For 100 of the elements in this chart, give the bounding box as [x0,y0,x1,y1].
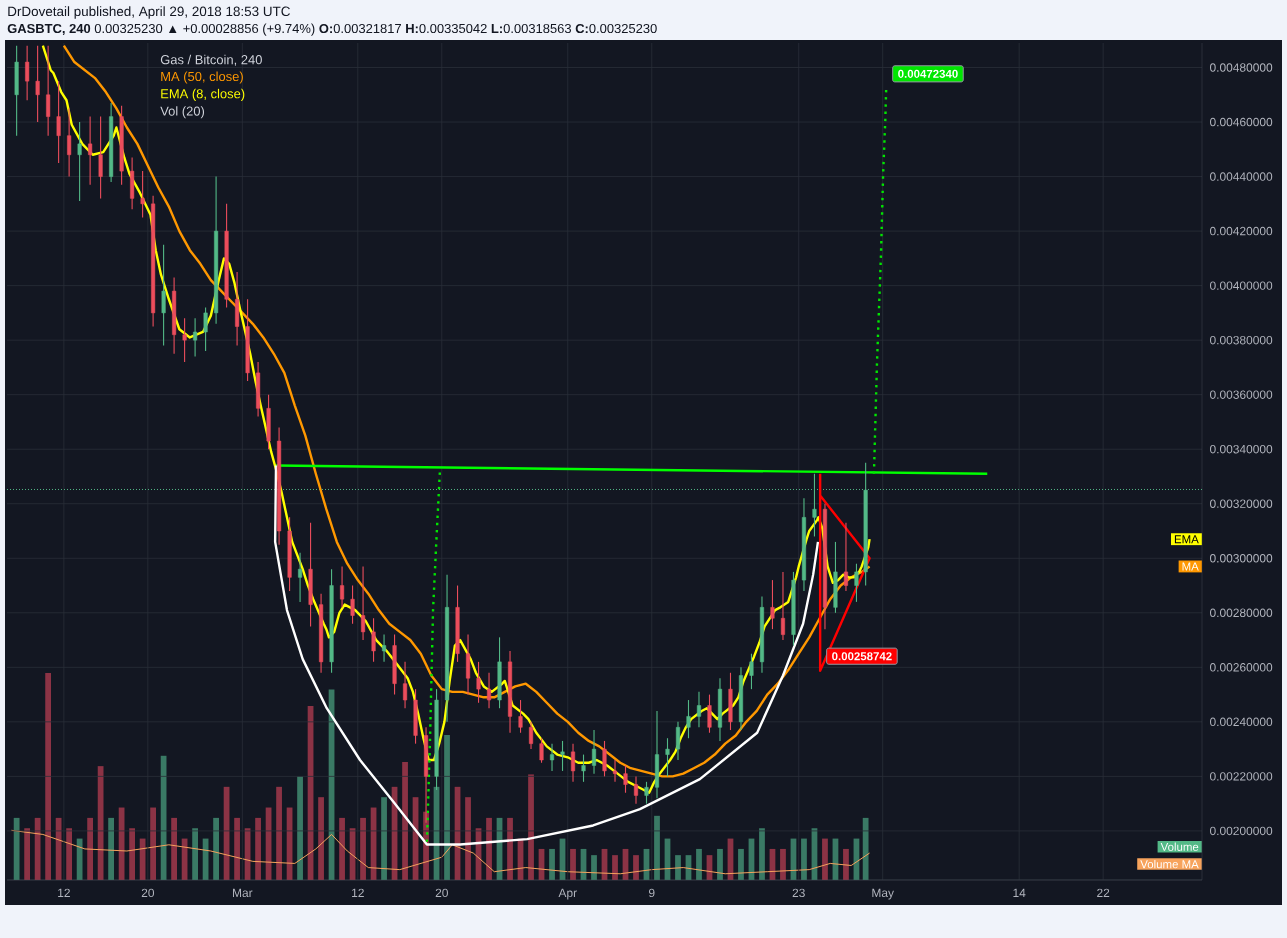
candlestick [602,740,607,777]
x-tick-label: 9 [648,888,655,898]
bar [255,817,261,880]
bar [675,855,681,880]
candlestick [570,743,576,783]
candlestick [549,743,555,772]
candlestick [560,740,565,772]
x-tick-label: 12 [352,888,364,897]
bar [528,774,534,880]
candlestick [140,170,145,219]
annotation: 0.00472340 [898,69,958,78]
bar [444,735,450,880]
candlestick [633,775,639,805]
candlestick [25,45,30,101]
x-tick-label: 12 [58,888,70,897]
candlestick [350,584,355,625]
y-tick-label: 0.00240000 [1210,717,1273,727]
candlestick [854,563,859,603]
bar [108,817,114,880]
candlestick [675,721,681,761]
bar [360,817,366,880]
candlestick [686,699,691,739]
y-tick-label: 0.00220000 [1210,772,1273,781]
bar [402,762,408,880]
bar [318,797,324,880]
bar [297,776,303,880]
y-tick-label: 0.00200000 [1210,826,1273,836]
legend-title: Gas / Bitcoin, 240 [160,54,262,66]
bar [24,828,31,880]
bar [696,848,702,880]
bar [87,817,93,880]
candlestick [88,116,93,186]
annotation: EMA [1174,535,1199,544]
annotation: 0.00258742 [832,652,892,661]
bar [381,797,387,880]
candlestick [340,565,345,608]
candlestick [812,473,817,538]
bar [276,786,282,880]
candlestick [665,737,670,777]
bar [570,848,576,880]
candlestick [707,694,712,734]
y-tick-label: 0.00280000 [1210,608,1273,618]
bar [97,766,104,880]
candlestick [696,691,702,728]
candlestick [46,45,51,137]
candlestick [203,306,208,352]
annotation: MA [1182,562,1199,571]
candlestick [161,244,166,347]
y-tick-label: 0.00440000 [1210,172,1273,181]
y-tick-label: 0.00460000 [1210,117,1273,127]
bar [862,817,869,880]
bar [13,817,20,880]
x-tick-label: 22 [1097,888,1110,897]
y-tick-label: 0.00320000 [1210,499,1273,508]
candlestick [749,653,754,690]
bar [780,848,786,880]
bar [76,838,83,880]
y-tick-label: 0.00400000 [1210,281,1273,290]
candlestick [98,116,103,199]
y-tick-label: 0.00360000 [1210,390,1273,399]
bar [612,855,618,880]
bar [801,838,807,880]
bar [171,817,177,880]
text: GASBTC, 240 0.00325230 ▲ +0.00028856 (+9.74%) O:0.00321817 H:0.00335042 L:0.00318563 C:0.00325230 [7,23,657,36]
bar [213,817,219,880]
bar [654,815,660,880]
bar [507,817,513,880]
x-tick-label: 14 [1013,888,1026,897]
line-series [872,87,888,475]
bar [549,848,555,880]
bar [192,828,198,880]
bar [339,817,345,880]
y-tick-label: 0.00300000 [1210,554,1273,563]
candlestick [476,661,481,704]
text: Volume MA [1140,859,1199,869]
x-tick-label: 20 [435,888,448,898]
bar [738,848,744,880]
candlestick [780,571,786,641]
bar [150,807,156,880]
x-tick-label: Mar [233,888,253,898]
line-series [273,464,820,846]
candlestick [56,80,61,164]
y-tick-label: 0.00380000 [1210,335,1273,345]
bar [465,797,471,880]
candlestick [612,759,618,783]
y-tick-label: 0.00340000 [1210,444,1273,454]
candlestick [35,45,40,123]
candlestick [843,522,848,592]
y-tick-label: 0.00480000 [1210,63,1273,72]
bar [822,838,828,880]
y-tick-label: 0.00260000 [1210,663,1273,672]
text: MA (50, close) [161,71,243,84]
bar [591,855,597,880]
candlestick [371,617,376,663]
candlestick [644,781,649,805]
candlestick [382,634,387,663]
candlestick [539,737,544,764]
candlestick [77,121,82,202]
bar [717,848,723,880]
text: EMA (8, close) [161,88,245,101]
